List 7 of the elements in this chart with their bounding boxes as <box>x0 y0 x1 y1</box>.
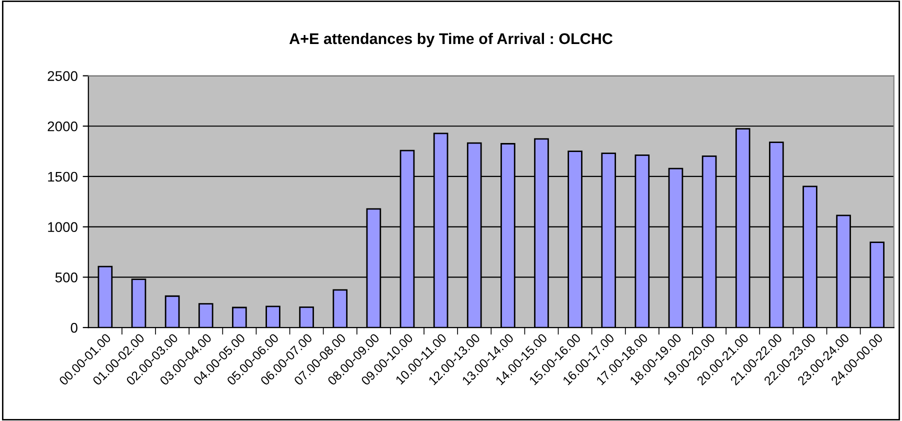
y-tick-label: 2500 <box>48 71 78 81</box>
y-tick-label: 1500 <box>48 172 78 182</box>
y-tick-label: 500 <box>55 272 78 282</box>
y-tick-label: 2000 <box>48 121 78 132</box>
chart-title: A+E attendances by Time of Arrival : OLCHC <box>289 32 613 48</box>
y-tick-label: 1000 <box>48 222 78 232</box>
y-tick-label: 0 <box>70 322 78 333</box>
